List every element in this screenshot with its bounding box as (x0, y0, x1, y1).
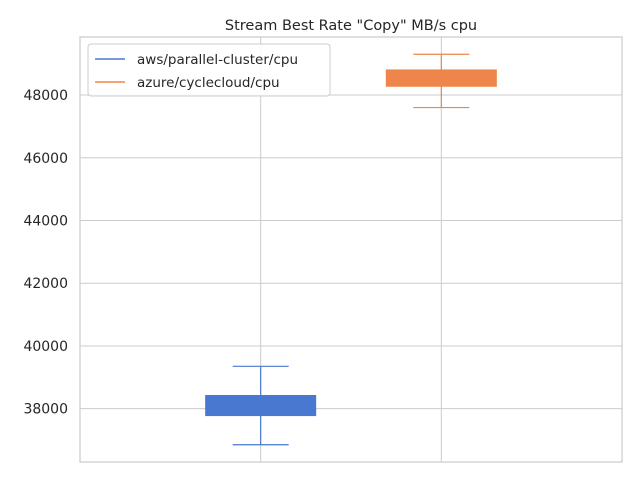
iqr-box (205, 395, 317, 417)
plot-area (80, 37, 622, 462)
y-tick-label: 44000 (23, 213, 68, 229)
iqr-box (385, 69, 497, 87)
box-2 (385, 53, 497, 109)
legend: aws/parallel-cluster/cpu azure/cyclecloud… (87, 43, 331, 97)
boxes (205, 53, 497, 446)
box-1 (205, 365, 317, 446)
legend-label: aws/parallel-cluster/cpu (137, 52, 298, 68)
y-tick-label: 48000 (23, 88, 68, 104)
y-tick-label: 40000 (23, 339, 68, 355)
plot-frame (79, 36, 623, 463)
y-tick-label: 38000 (23, 402, 68, 418)
y-tick-label: 42000 (23, 276, 68, 292)
y-axis-ticks: 38000 40000 42000 44000 46000 48000 (23, 88, 68, 418)
chart-title: Stream Best Rate "Copy" MB/s cpu (225, 18, 477, 34)
legend-label: azure/cyclecloud/cpu (137, 75, 280, 91)
legend-box (87, 43, 331, 97)
y-tick-label: 46000 (23, 151, 68, 167)
